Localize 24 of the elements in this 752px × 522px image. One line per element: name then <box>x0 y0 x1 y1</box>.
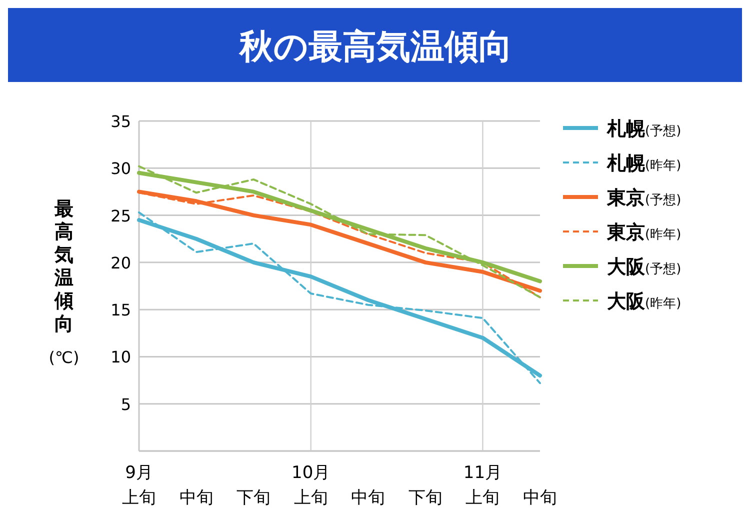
x-tick-label: 9月上旬 <box>122 463 156 508</box>
x-tick-label: 11月上旬 <box>463 463 502 508</box>
legend-label: 東京(昨年) <box>606 222 682 244</box>
x-tick-label: 下旬 <box>236 488 271 508</box>
x-tick-label: 中旬 <box>351 488 386 508</box>
y-tick-label: 35 <box>110 112 131 131</box>
y-axis-title: 最高気温傾向(℃) <box>48 198 80 367</box>
x-tick-label: 中旬 <box>179 488 214 508</box>
x-tick-label: 下旬 <box>408 488 442 508</box>
y-tick-label: 15 <box>110 300 131 320</box>
x-tick-label: 10月上旬 <box>292 463 330 508</box>
line-series <box>138 165 541 298</box>
legend-label: 東京(予想) <box>606 187 682 209</box>
y-tick-label: 30 <box>110 159 131 178</box>
legend-label: 札幌(昨年) <box>606 152 682 174</box>
legend-label: 札幌(予想) <box>606 118 682 140</box>
y-tick-label: 20 <box>110 253 131 272</box>
y-tick-label: 25 <box>110 206 131 226</box>
chart-title: 秋の最高気温傾向 <box>238 27 512 67</box>
legend-label: 大阪(予想) <box>607 256 682 278</box>
x-tick-label: 中旬 <box>523 488 557 508</box>
y-tick-label: 10 <box>110 348 131 367</box>
y-tick-label: 5 <box>120 394 131 414</box>
legend-label: 大阪(昨年) <box>607 290 682 312</box>
